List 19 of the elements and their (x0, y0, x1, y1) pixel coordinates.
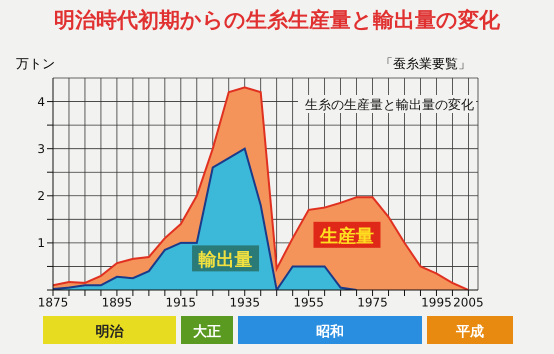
x-tick-label: 1995 (421, 296, 452, 310)
x-tick-label: 1935 (229, 296, 260, 310)
y-tick-label: 3 (37, 142, 45, 156)
x-tick-label: 1955 (293, 296, 324, 310)
y-tick-label: 1 (37, 236, 45, 250)
x-tick-label: 1895 (102, 296, 132, 310)
chart-title: 明治時代初期からの生糸生産量と輸出量の変化 (53, 7, 501, 34)
x-tick-label: 1875 (38, 296, 68, 310)
x-tick-label: 2005 (453, 296, 484, 310)
text: 「蚕糸業要覧」 (380, 56, 471, 73)
series-label: 輸出量 (198, 249, 253, 270)
series-label: 生産量 (318, 226, 374, 247)
y-tick-label: 4 (37, 94, 45, 109)
y-axis-title: 万トン (16, 56, 55, 73)
y-tick-label: 2 (37, 189, 45, 204)
x-tick-label: 1975 (357, 296, 388, 310)
x-tick-label: 1915 (166, 296, 196, 310)
era-timeline: 明治 大正 昭和 平成 (43, 316, 513, 344)
annotation: 生糸の生産量と輸出量の変化 (305, 97, 474, 113)
